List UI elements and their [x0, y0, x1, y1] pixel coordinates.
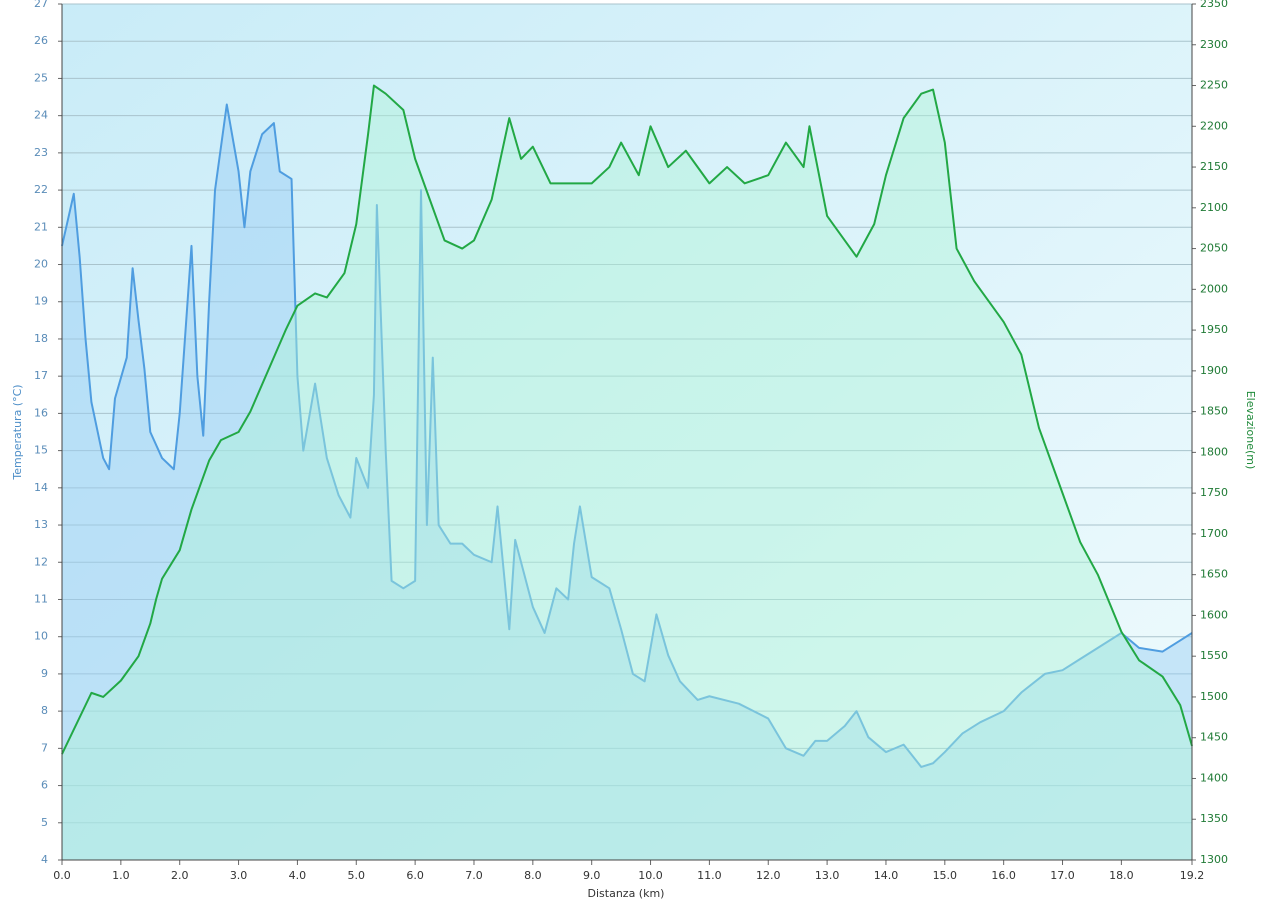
y2-tick-label: 1600	[1200, 608, 1228, 621]
y-tick-label: 13	[34, 518, 48, 531]
x-tick-label: 10.0	[638, 869, 663, 882]
y-axis-title: Temperatura (°C)	[11, 384, 24, 480]
x-tick-label: 15.0	[933, 869, 958, 882]
y-tick-label: 18	[34, 332, 48, 345]
y-tick-label: 7	[41, 741, 48, 754]
line	[61, 84, 1193, 755]
y-tick-label: 11	[34, 592, 48, 605]
y-tick-label: 6	[41, 779, 48, 792]
x-tick-label: 19.2	[1180, 869, 1205, 882]
x-tick-label: 13.0	[815, 869, 840, 882]
x-tick-label: 12.0	[756, 869, 781, 882]
x-tick-label: 11.0	[697, 869, 722, 882]
y2-tick-label: 2050	[1200, 242, 1228, 255]
x-tick-label: 4.0	[289, 869, 307, 882]
y-tick-label: 27	[34, 0, 48, 10]
x-tick-label: 1.0	[112, 869, 130, 882]
y2-tick-label: 2200	[1200, 119, 1228, 132]
x-tick-label: 6.0	[406, 869, 424, 882]
x-tick-label: 16.0	[991, 869, 1016, 882]
x-tick-label: 2.0	[171, 869, 189, 882]
x-tick-label: 0.0	[53, 869, 71, 882]
y-tick-label: 23	[34, 146, 48, 159]
y-tick-label: 22	[34, 183, 48, 196]
y2-axis-title: Elevazione(m)	[1244, 391, 1257, 470]
plot-background	[62, 4, 1192, 860]
y-tick-label: 9	[41, 667, 48, 680]
y-tick-label: 5	[41, 816, 48, 829]
y-tick-label: 19	[34, 295, 48, 308]
y-tick-label: 10	[34, 630, 48, 643]
area	[62, 104, 1192, 861]
y-tick-label: 4	[41, 853, 48, 866]
y-tick-label: 12	[34, 555, 48, 568]
y-tick-label: 14	[34, 481, 48, 494]
y-tick-label: 16	[34, 406, 48, 419]
y-tick-label: 24	[34, 109, 48, 122]
line	[61, 103, 1193, 768]
y2-tick-label: 1500	[1200, 690, 1228, 703]
y-tick-label: 26	[34, 34, 48, 47]
x-tick-label: 17.0	[1050, 869, 1075, 882]
x-axis-title: Distanza (km)	[588, 887, 665, 900]
y2-tick-label: 1550	[1200, 649, 1228, 662]
x-tick-label: 8.0	[524, 869, 542, 882]
x-tick-label: 5.0	[348, 869, 366, 882]
y2-tick-label: 2350	[1200, 0, 1228, 10]
y2-tick-label: 1750	[1200, 486, 1228, 499]
y2-tick-label: 1300	[1200, 853, 1228, 866]
y2-tick-label: 2150	[1200, 160, 1228, 173]
y-tick-label: 8	[41, 704, 48, 717]
x-tick-label: 14.0	[874, 869, 899, 882]
x-tick-label: 3.0	[230, 869, 248, 882]
area	[62, 85, 1192, 861]
y-tick-label: 20	[34, 258, 48, 271]
y2-tick-label: 1950	[1200, 323, 1228, 336]
y-tick-label: 15	[34, 444, 48, 457]
y2-tick-label: 2300	[1200, 38, 1228, 51]
y2-tick-label: 1450	[1200, 731, 1228, 744]
y2-tick-label: 1850	[1200, 405, 1228, 418]
x-tick-label: 18.0	[1109, 869, 1134, 882]
y2-tick-label: 1400	[1200, 771, 1228, 784]
y2-tick-label: 2000	[1200, 282, 1228, 295]
y2-tick-label: 2250	[1200, 79, 1228, 92]
y-tick-label: 17	[34, 369, 48, 382]
y2-tick-label: 1350	[1200, 812, 1228, 825]
y-tick-label: 25	[34, 71, 48, 84]
x-tick-label: 7.0	[465, 869, 483, 882]
y2-tick-label: 1700	[1200, 527, 1228, 540]
y2-tick-label: 2100	[1200, 201, 1228, 214]
x-tick-label: 9.0	[583, 869, 601, 882]
y2-tick-label: 1800	[1200, 445, 1228, 458]
y-tick-label: 21	[34, 220, 48, 233]
y2-tick-label: 1900	[1200, 364, 1228, 377]
y2-tick-label: 1650	[1200, 568, 1228, 581]
